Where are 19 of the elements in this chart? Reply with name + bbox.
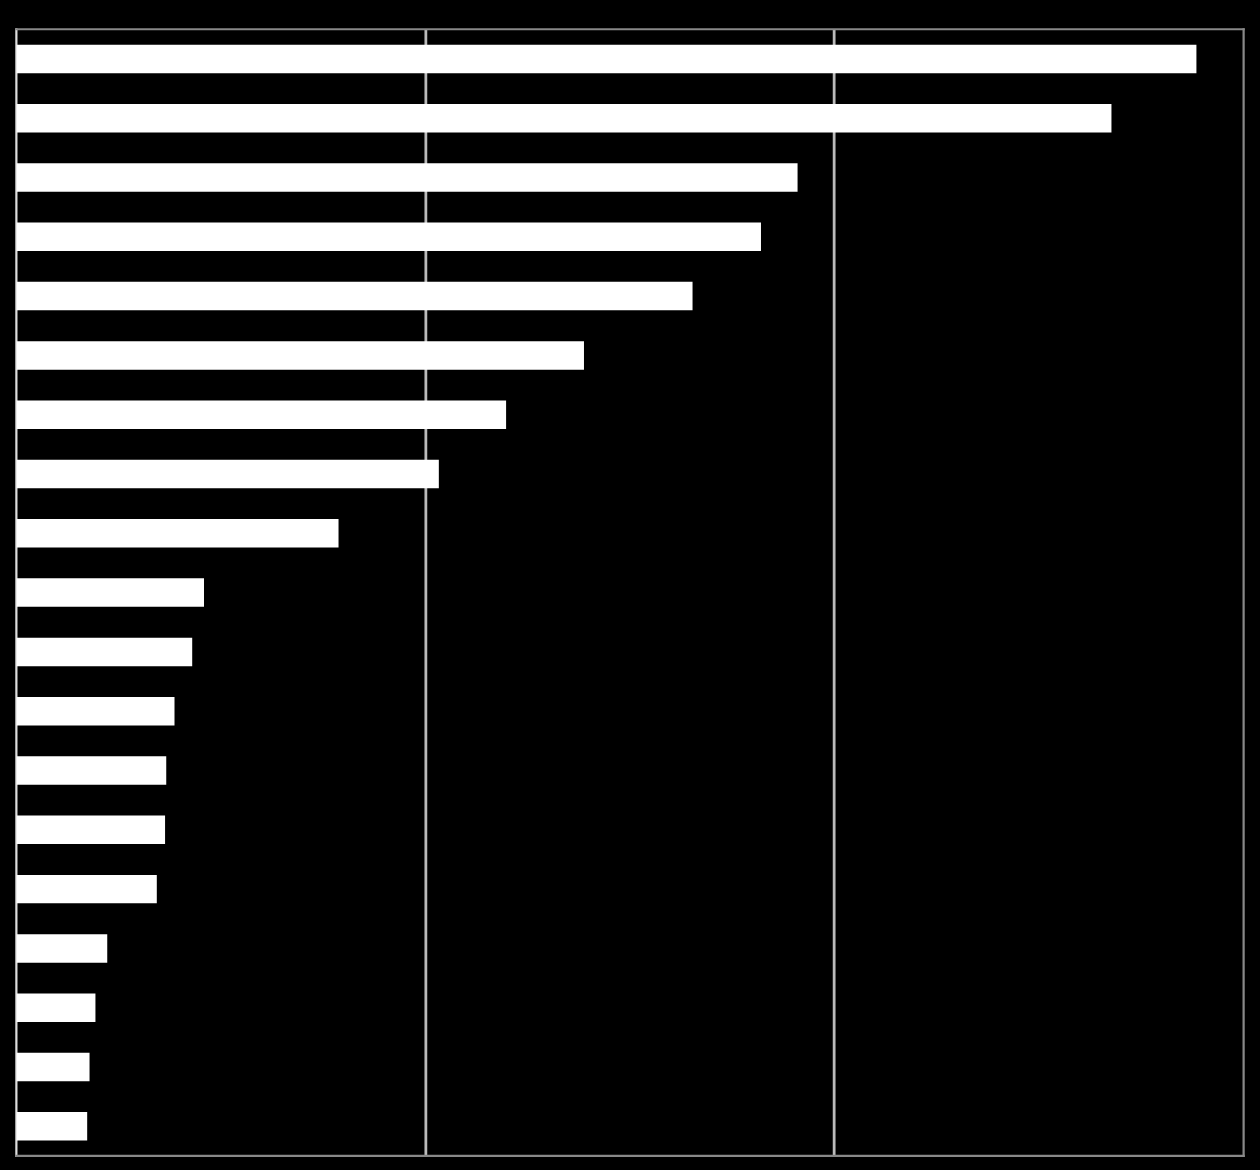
bar <box>16 756 167 785</box>
bar <box>16 281 693 311</box>
bar <box>16 400 507 429</box>
bar <box>16 874 157 904</box>
bar <box>16 459 439 489</box>
bar <box>16 44 1197 74</box>
bar <box>16 163 798 192</box>
bar <box>16 993 96 1022</box>
bar <box>16 934 108 963</box>
bar <box>16 815 166 845</box>
bar <box>16 1112 88 1141</box>
bar <box>16 519 339 548</box>
bar <box>16 222 761 252</box>
bar <box>16 103 1112 133</box>
bar <box>16 696 175 726</box>
bar <box>16 341 584 370</box>
bar <box>16 637 193 667</box>
bar <box>16 578 205 607</box>
bar <box>16 1052 90 1082</box>
